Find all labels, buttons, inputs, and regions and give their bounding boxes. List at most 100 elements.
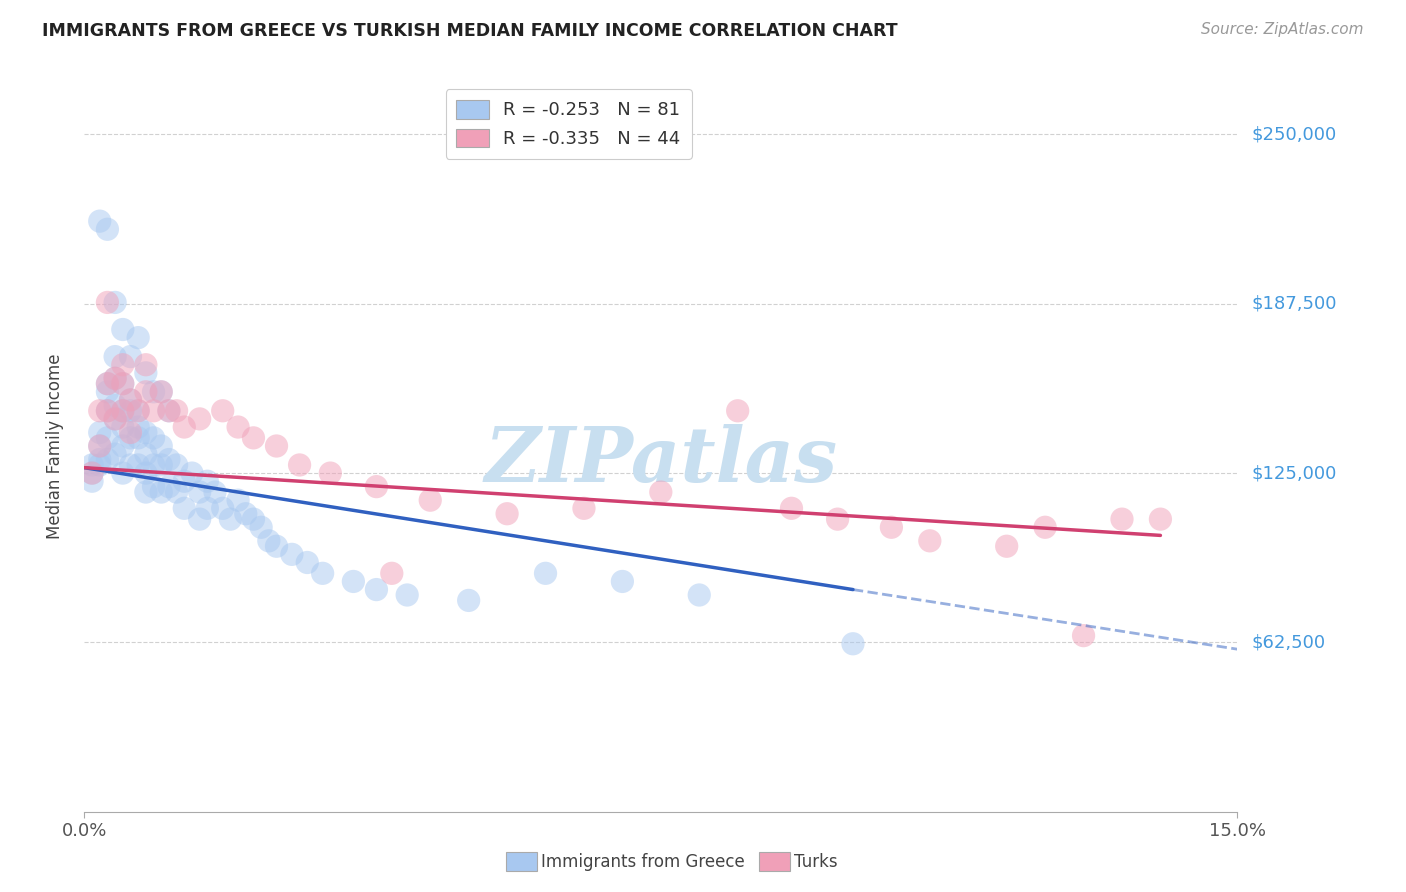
Point [381, 566, 404, 581]
Point [135, 358, 157, 372]
Point [880, 520, 903, 534]
Point [120, 404, 142, 418]
Point [1111, 512, 1133, 526]
Point [111, 439, 134, 453]
Point [135, 485, 157, 500]
Point [120, 392, 142, 407]
Point [120, 431, 142, 445]
Point [650, 485, 672, 500]
Point [89, 439, 111, 453]
Point [157, 480, 180, 494]
Point [120, 425, 142, 440]
Point [242, 512, 264, 526]
Point [89, 439, 111, 453]
Point [181, 466, 204, 480]
Point [142, 431, 165, 445]
Point [89, 452, 111, 467]
Point [396, 588, 419, 602]
Point [157, 452, 180, 467]
Point [120, 392, 142, 407]
Point [80, 458, 103, 472]
Y-axis label: Median Family Income: Median Family Income [45, 353, 63, 539]
Point [135, 384, 157, 399]
Point [150, 485, 173, 500]
Point [111, 420, 134, 434]
Point [173, 420, 195, 434]
Point [342, 574, 364, 589]
Point [1073, 629, 1095, 643]
Point [195, 474, 218, 488]
Point [142, 480, 165, 494]
Text: ZIPatlas: ZIPatlas [484, 424, 838, 498]
Point [257, 533, 280, 548]
Point [135, 447, 157, 461]
Point [366, 582, 388, 597]
Point [266, 439, 288, 453]
Point [80, 474, 103, 488]
Point [127, 431, 149, 445]
Point [995, 539, 1018, 553]
Point [150, 384, 173, 399]
Point [89, 425, 111, 440]
Point [496, 507, 519, 521]
Point [150, 384, 173, 399]
Point [219, 512, 242, 526]
Point [111, 358, 134, 372]
Point [111, 404, 134, 418]
Point [80, 466, 103, 480]
Point [235, 507, 257, 521]
Point [319, 466, 342, 480]
Point [1033, 520, 1056, 534]
Text: Immigrants from Greece: Immigrants from Greece [541, 853, 745, 871]
Point [142, 384, 165, 399]
Point [297, 556, 319, 570]
Point [288, 458, 311, 472]
Point [127, 458, 149, 472]
Point [127, 404, 149, 418]
Point [918, 533, 941, 548]
Point [127, 404, 149, 418]
Point [96, 452, 118, 467]
Point [157, 404, 180, 418]
Point [96, 404, 118, 418]
Point [111, 376, 134, 391]
Point [572, 501, 595, 516]
Point [89, 214, 111, 228]
Point [104, 412, 127, 426]
Point [104, 371, 127, 385]
Point [135, 425, 157, 440]
Point [104, 412, 127, 426]
Point [96, 431, 118, 445]
Text: Source: ZipAtlas.com: Source: ZipAtlas.com [1201, 22, 1364, 37]
Point [366, 480, 388, 494]
Point [827, 512, 849, 526]
Point [96, 404, 118, 418]
Text: IMMIGRANTS FROM GREECE VS TURKISH MEDIAN FAMILY INCOME CORRELATION CHART: IMMIGRANTS FROM GREECE VS TURKISH MEDIAN… [42, 22, 898, 40]
Point [127, 331, 149, 345]
Text: Turks: Turks [794, 853, 838, 871]
Point [104, 350, 127, 364]
Point [226, 493, 249, 508]
Point [111, 322, 134, 336]
Point [226, 420, 249, 434]
Point [120, 458, 142, 472]
Point [242, 431, 264, 445]
Point [89, 458, 111, 472]
Point [173, 501, 195, 516]
Point [96, 376, 118, 391]
Point [150, 458, 173, 472]
Point [457, 593, 479, 607]
Point [534, 566, 557, 581]
Point [166, 485, 188, 500]
Point [89, 404, 111, 418]
Point [142, 458, 165, 472]
Point [173, 474, 195, 488]
Point [127, 420, 149, 434]
Point [96, 376, 118, 391]
Point [688, 588, 710, 602]
Text: $62,500: $62,500 [1251, 633, 1326, 651]
Point [1149, 512, 1171, 526]
Point [842, 637, 865, 651]
Point [104, 371, 127, 385]
Point [188, 512, 211, 526]
